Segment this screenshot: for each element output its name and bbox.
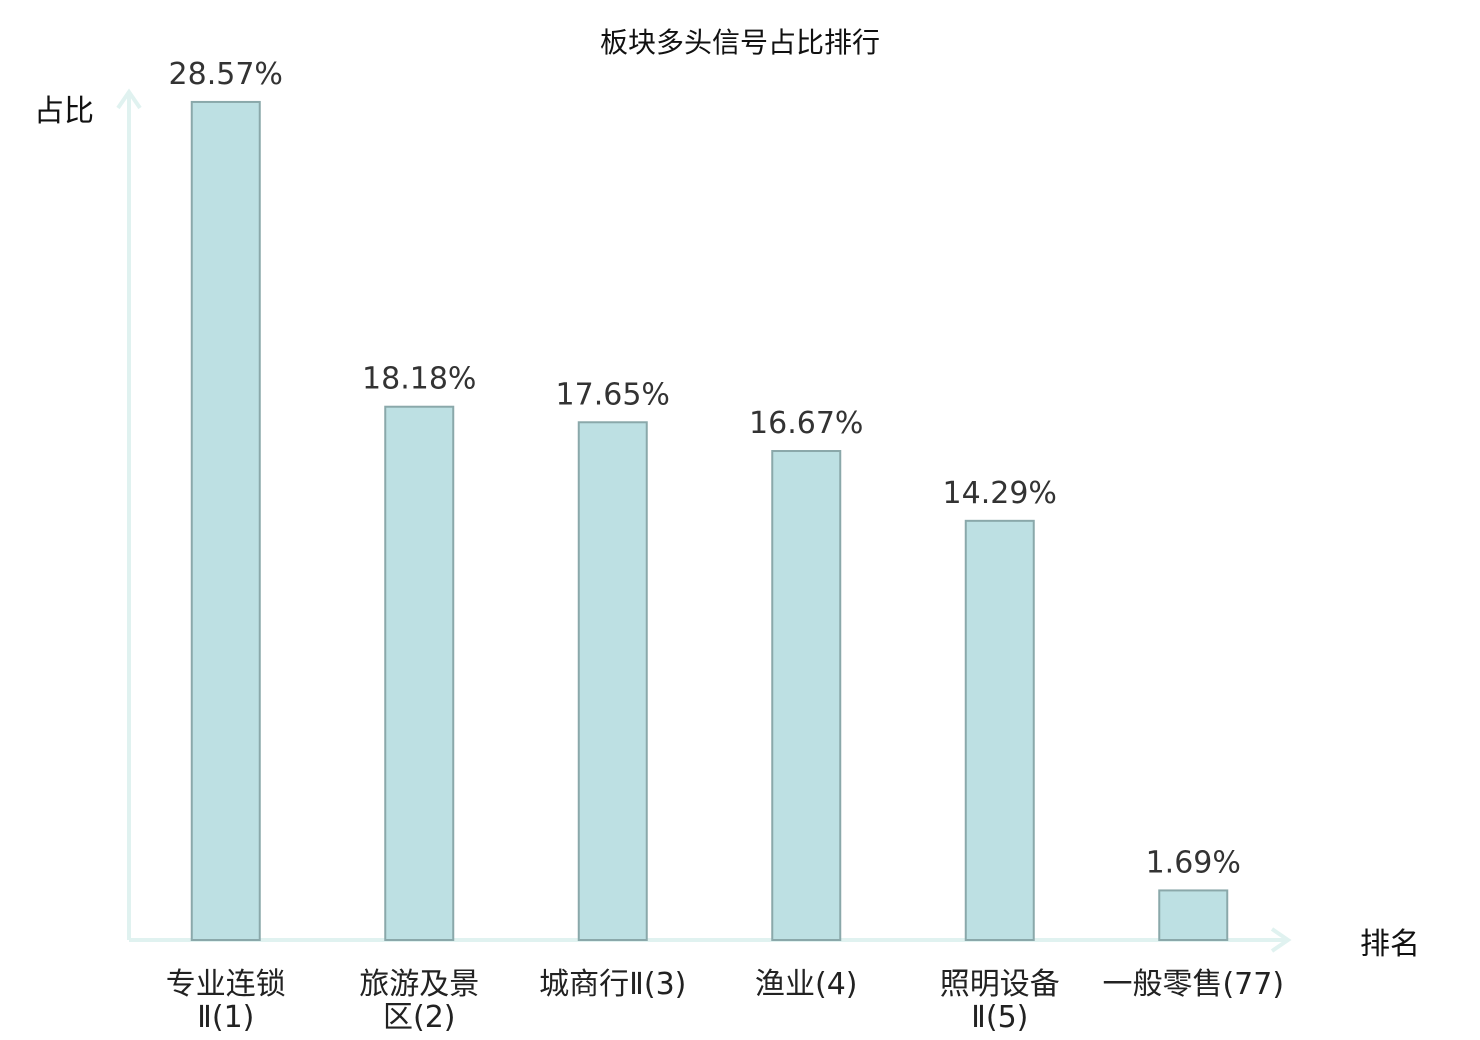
value-label-5: 14.29% <box>943 476 1057 511</box>
category-label-2-line-2: 区(2) <box>383 1000 456 1035</box>
bar-2 <box>384 405 455 942</box>
y-axis-label: 占比 <box>34 94 94 129</box>
category-label-5-line-2: Ⅱ(5) <box>971 1000 1028 1035</box>
value-label-2: 18.18% <box>362 362 476 397</box>
category-label-6: 一般零售(77) <box>1102 967 1284 1002</box>
chart-title: 板块多头信号占比排行 <box>600 26 880 59</box>
bar-3 <box>577 421 648 941</box>
bar-6 <box>1158 889 1229 942</box>
value-label-6: 1.69% <box>1146 845 1241 880</box>
category-label-1-line-2: Ⅱ(1) <box>197 1000 254 1035</box>
category-label-5-line-1: 照明设备 <box>940 967 1060 1002</box>
x-axis <box>129 927 1292 953</box>
x-axis-label: 排名 <box>1360 927 1420 962</box>
category-label-3: 城商行Ⅱ(3) <box>539 967 686 1002</box>
category-label-4: 渔业(4) <box>755 967 858 1002</box>
bar-1 <box>190 100 261 942</box>
bar-4 <box>771 450 842 941</box>
value-label-4: 16.67% <box>749 406 863 441</box>
value-labels: 28.57% 18.18% 17.65% 16.67% 14.29% 1.69% <box>169 57 1241 880</box>
bars <box>190 100 1229 942</box>
value-label-3: 17.65% <box>556 377 670 412</box>
category-label-2-line-1: 旅游及景 <box>359 967 479 1002</box>
value-label-1: 28.57% <box>169 57 283 92</box>
category-label-1-line-1: 专业连锁 <box>166 967 286 1002</box>
y-axis <box>116 88 142 940</box>
bar-5 <box>964 519 1035 941</box>
